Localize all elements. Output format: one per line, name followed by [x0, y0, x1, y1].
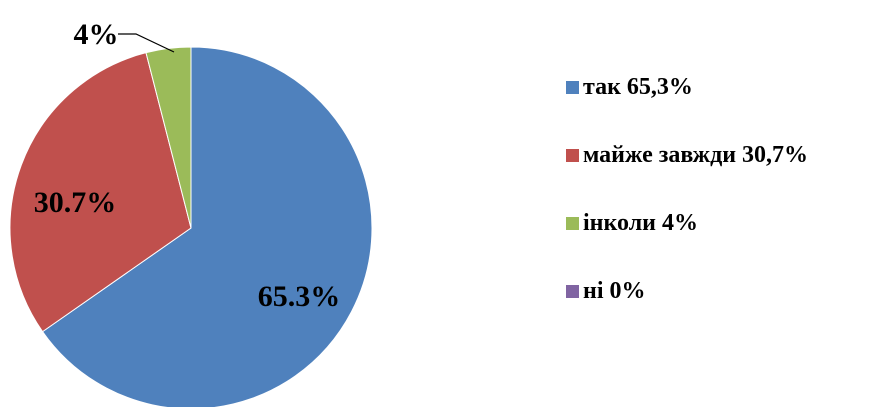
data-label-leader-line [118, 33, 175, 53]
legend-label-ni: ні 0% [583, 277, 646, 304]
chart-legend: так 65,3% майже завжди 30,7% інколи 4% н… [566, 74, 866, 346]
legend-label-maizhe-zavzhdy: майже завжди 30,7% [583, 141, 809, 168]
legend-swatch-inkoly [566, 216, 579, 230]
legend-label-inkoly: інколи 4% [583, 209, 698, 236]
pie-slice-tak [41, 46, 373, 407]
legend-swatch-maizhe-zavzhdy [566, 148, 579, 162]
legend-item-ni: ні 0% [566, 278, 866, 304]
pie-slice-inkoly [145, 46, 192, 229]
data-label-tak: 65.3% [258, 280, 341, 313]
legend-item-inkoly: інколи 4% [566, 210, 866, 236]
legend-item-tak: так 65,3% [566, 74, 866, 100]
data-label-inkoly: 4% [74, 18, 119, 51]
data-label-maizhe-zavzhdy: 30.7% [34, 186, 117, 219]
legend-label-tak: так 65,3% [583, 73, 693, 100]
legend-swatch-ni [566, 284, 579, 298]
legend-item-maizhe-zavzhdy: майже завжди 30,7% [566, 142, 866, 168]
legend-swatch-tak [566, 80, 579, 94]
pie-slice-maizhe-zavzhdy [9, 52, 192, 333]
